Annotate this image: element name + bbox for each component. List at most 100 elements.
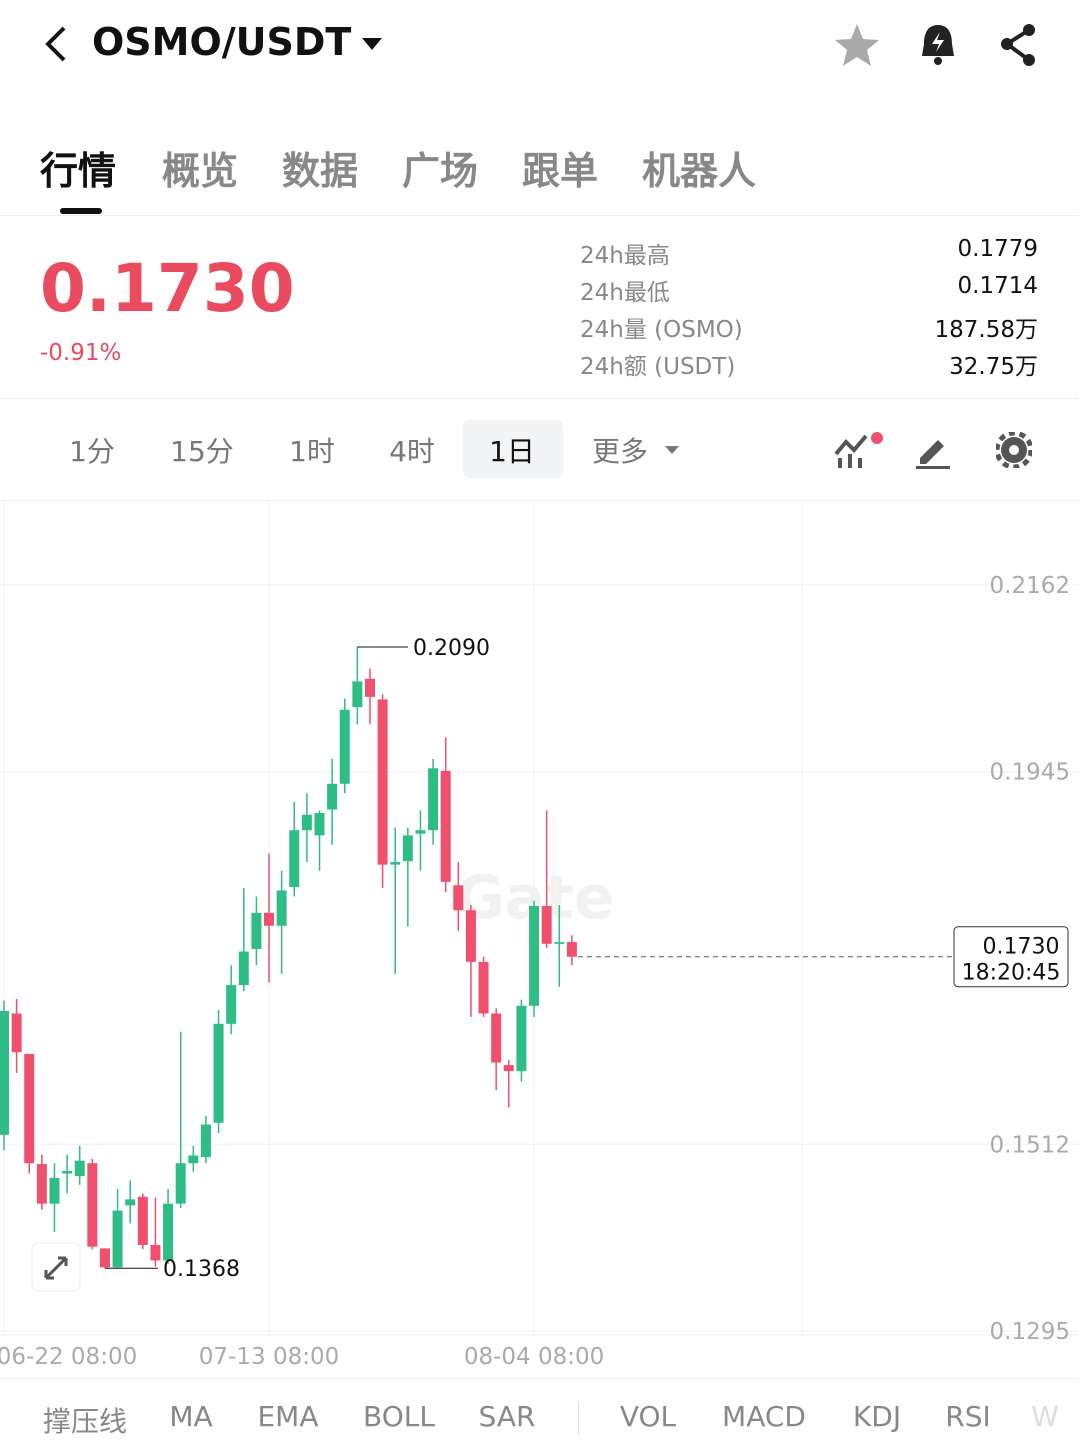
high-marker-label: 0.2090 <box>413 636 490 661</box>
x-tick-label: 07-13 08:00 <box>199 1344 339 1370</box>
candle-body <box>428 768 439 831</box>
tab[interactable]: 概览 <box>162 149 239 193</box>
candle-body <box>314 813 325 836</box>
divider <box>0 500 1079 501</box>
candle-body <box>529 905 540 1006</box>
candle-body <box>402 835 413 862</box>
y-tick-label: 0.1295 <box>990 1319 1070 1345</box>
candle-body <box>226 985 237 1024</box>
candle-body <box>238 951 249 986</box>
candle-chart: 0.2162 0.1945 0.1512 0.1295 06-22 08:00 07-13… <box>0 500 1079 1370</box>
separator <box>578 1402 579 1434</box>
candle-body <box>566 942 577 957</box>
tab[interactable]: 机器人 <box>642 149 757 193</box>
stat-value: 32.75万 <box>949 354 1038 380</box>
candle-body <box>465 910 476 962</box>
candle-body <box>150 1244 161 1261</box>
candle-body <box>503 1065 514 1072</box>
candle-body <box>175 1163 186 1204</box>
star-icon[interactable] <box>833 22 881 68</box>
interval-selected-bg <box>463 420 563 478</box>
tab[interactable]: 广场 <box>402 149 479 193</box>
dropdown-icon[interactable] <box>360 36 384 52</box>
candle-body <box>327 783 338 810</box>
candle-body <box>87 1163 98 1247</box>
stat-label: 24h最高 <box>580 243 670 269</box>
indicator[interactable]: VOL <box>619 1400 677 1433</box>
expand-icon <box>44 1256 68 1280</box>
share-icon[interactable] <box>997 22 1041 68</box>
candle-body <box>74 1160 85 1177</box>
alert-icon[interactable] <box>916 22 960 68</box>
candle-body <box>491 1013 502 1063</box>
draw-icon[interactable] <box>914 432 952 470</box>
candle-body <box>301 814 312 831</box>
interval[interactable]: 4时 <box>389 435 435 468</box>
tab[interactable]: 数据 <box>282 149 359 193</box>
indicator[interactable]: EMA <box>257 1400 319 1433</box>
indicator[interactable]: KDJ <box>852 1400 902 1433</box>
x-tick-label: 08-04 08:00 <box>464 1344 604 1370</box>
stat-label: 24h最低 <box>580 280 670 306</box>
candle-body <box>125 1199 136 1206</box>
candle-body <box>364 678 375 697</box>
candle-body <box>163 1203 174 1261</box>
candle-body <box>339 709 350 784</box>
candle-body <box>36 1164 47 1204</box>
candle-body <box>415 830 426 834</box>
candle-body <box>62 1170 73 1174</box>
stat-label: 24h量 (OSMO) <box>580 317 743 343</box>
tab[interactable]: 跟单 <box>522 149 599 193</box>
divider <box>0 398 1079 399</box>
candle-body <box>554 942 565 944</box>
candle-body <box>440 770 451 882</box>
candle-body <box>0 1010 9 1135</box>
candle-body <box>276 890 287 926</box>
x-tick-label: 06-22 08:00 <box>0 1344 137 1370</box>
interval[interactable]: 15分 <box>170 435 234 468</box>
candle-body <box>390 862 401 865</box>
stat-value: 187.58万 <box>934 317 1038 343</box>
y-tick-label: 0.1945 <box>990 760 1070 786</box>
indicator[interactable]: W <box>1031 1400 1059 1433</box>
more-dropdown-icon[interactable] <box>664 444 680 456</box>
back-icon[interactable] <box>40 24 74 64</box>
candle-body <box>213 1023 224 1123</box>
candle-body <box>289 830 300 888</box>
stat-label: 24h额 (USDT) <box>580 354 736 380</box>
candle-body <box>377 699 388 865</box>
candle-body <box>516 1005 527 1072</box>
low-marker-label: 0.1368 <box>163 1257 240 1282</box>
candle-body <box>453 885 464 911</box>
candle-body <box>200 1124 211 1158</box>
divider <box>0 1378 1079 1379</box>
candle-body <box>112 1210 123 1268</box>
stat-value: 0.1779 <box>957 236 1038 262</box>
candle-body <box>264 912 275 926</box>
last-price-box <box>953 926 1069 988</box>
last-price: 0.1730 <box>40 250 295 327</box>
indicator-icon[interactable] <box>834 430 886 470</box>
candle-body <box>24 1053 35 1164</box>
pair-title[interactable]: OSMO/USDT <box>92 20 352 64</box>
interval[interactable]: 更多 <box>591 435 649 468</box>
settings-icon[interactable] <box>996 432 1032 468</box>
candle-body <box>137 1196 148 1245</box>
candle-body <box>188 1155 199 1164</box>
divider <box>0 215 1079 216</box>
indicator[interactable]: MACD <box>722 1400 806 1433</box>
interval[interactable]: 1时 <box>289 435 335 468</box>
interval[interactable]: 1分 <box>69 435 115 468</box>
y-tick-label: 0.2162 <box>990 573 1070 599</box>
indicator[interactable]: 撑压线 <box>42 1405 128 1438</box>
indicator[interactable]: BOLL <box>363 1400 435 1433</box>
last-price-label: 0.1730 <box>983 935 1060 960</box>
candle-body <box>352 681 363 708</box>
candle-body <box>49 1177 60 1204</box>
interval[interactable]: 1日 <box>489 435 535 468</box>
indicator[interactable]: MA <box>169 1400 213 1433</box>
indicator[interactable]: RSI <box>945 1400 991 1433</box>
tab[interactable]: 行情 <box>40 149 117 193</box>
indicator[interactable]: SAR <box>478 1400 536 1433</box>
